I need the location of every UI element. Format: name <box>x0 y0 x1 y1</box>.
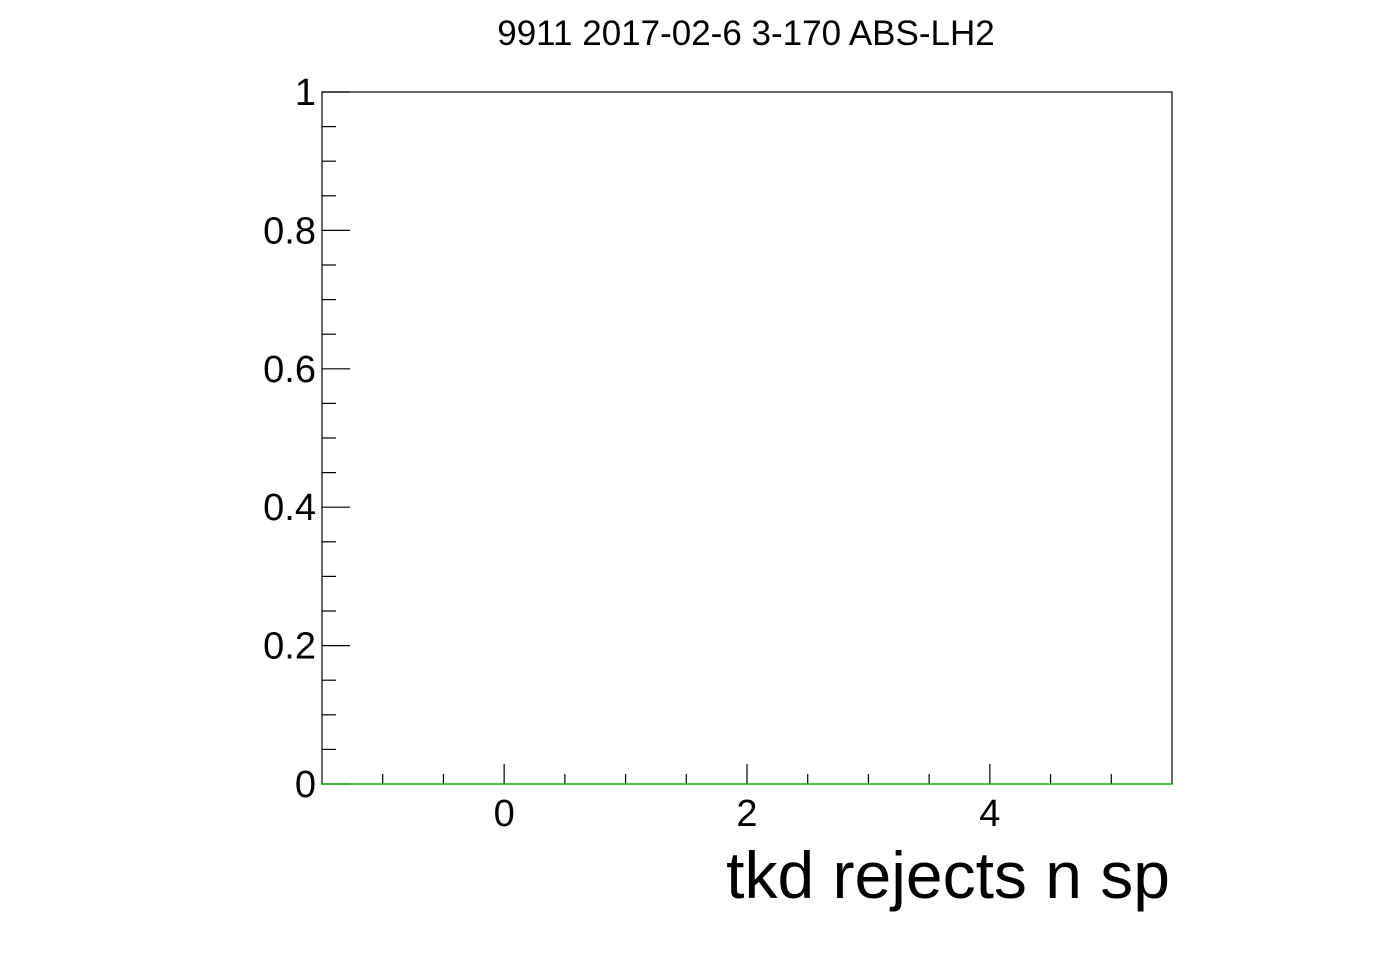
plot-frame <box>321 91 1173 785</box>
y-axis: 0 0.2 0.4 0.6 0.8 1 <box>263 72 350 806</box>
plot-area <box>321 91 1173 785</box>
chart-title: 9911 2017-02-6 3-170 ABS-LH2 <box>497 14 995 53</box>
x-tick-label: 0 <box>494 793 515 835</box>
y-tick-label: 0.8 <box>263 210 316 252</box>
x-tick-label: 2 <box>736 793 757 835</box>
y-tick-label: 0.2 <box>263 626 316 668</box>
y-tick-label: 0.6 <box>263 349 316 391</box>
x-axis: 0 2 4 <box>382 764 1112 835</box>
y-tick-label: 0 <box>295 764 316 806</box>
y-tick-label: 1 <box>295 72 316 114</box>
y-tick-label: 0.4 <box>263 487 316 529</box>
x-tick-label: 4 <box>979 793 1000 835</box>
x-axis-label: tkd rejects n sp <box>726 838 1170 912</box>
